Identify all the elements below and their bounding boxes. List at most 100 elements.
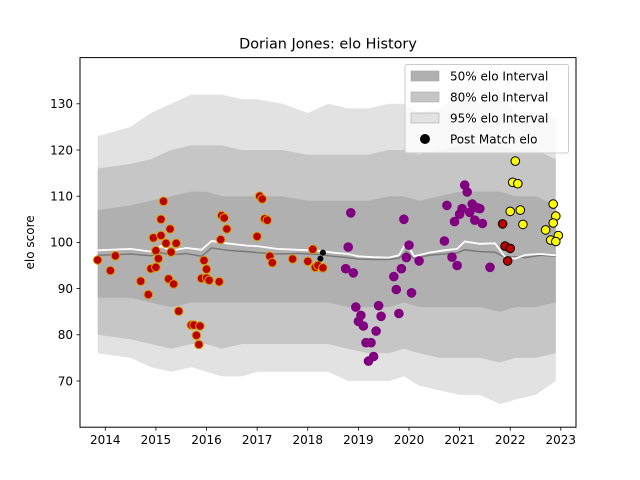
- data-point: [399, 214, 409, 225]
- data-point: [518, 219, 528, 230]
- data-point: [204, 275, 214, 286]
- y-tick-label: 120: [50, 143, 73, 157]
- y-tick-label: 90: [58, 282, 73, 296]
- data-point: [376, 311, 386, 322]
- data-point: [505, 243, 516, 254]
- data-point: [485, 262, 495, 273]
- data-point: [396, 263, 407, 274]
- x-axis: 2014 2015 2016 2017 2018 2019 2020 2021 2022 2023: [90, 427, 576, 447]
- legend-swatch-band: [410, 91, 440, 103]
- data-point: [373, 300, 384, 311]
- y-tick-label: 70: [58, 374, 73, 388]
- data-point: [346, 208, 356, 218]
- data-point: [356, 310, 366, 321]
- data-point: [105, 265, 116, 276]
- data-point: [92, 255, 103, 265]
- x-tick-label: 2015: [141, 433, 172, 447]
- data-point: [194, 339, 204, 350]
- interval-bands: [97, 89, 556, 405]
- data-point: [340, 263, 351, 274]
- data-point: [173, 306, 184, 317]
- data-point: [540, 225, 551, 235]
- data-point: [158, 196, 169, 207]
- mean-line: [97, 247, 556, 261]
- data-point: [366, 337, 376, 348]
- data-point: [548, 199, 559, 209]
- x-tick-label: 2020: [394, 433, 425, 447]
- data-point: [308, 244, 318, 255]
- legend-frame: [404, 64, 569, 154]
- data-point: [191, 330, 202, 341]
- legend-label: 50% elo Interval: [450, 69, 548, 83]
- legend-label: 80% elo Interval: [450, 90, 548, 104]
- data-point: [510, 156, 521, 166]
- data-point: [151, 245, 161, 256]
- data-point: [406, 288, 417, 298]
- data-point: [143, 289, 154, 300]
- data-point: [551, 236, 561, 247]
- data-point: [391, 284, 402, 295]
- y-tick-label: 110: [50, 190, 73, 204]
- data-point: [287, 254, 298, 264]
- data-point: [513, 178, 523, 189]
- x-tick-label: 2016: [191, 433, 222, 447]
- legend: 50% elo Interval 80% elo Interval 95% elo …: [404, 64, 569, 154]
- data-point: [317, 255, 324, 262]
- data-point: [165, 224, 175, 234]
- data-point: [502, 256, 513, 266]
- data-point: [195, 321, 205, 331]
- data-point: [475, 203, 485, 214]
- data-point: [135, 276, 146, 287]
- y-tick-label: 80: [58, 328, 73, 342]
- data-point: [343, 242, 354, 252]
- legend-swatch-band: [410, 70, 440, 82]
- plot-area: [92, 89, 564, 405]
- data-point: [368, 351, 379, 362]
- data-point: [449, 216, 460, 227]
- data-point: [497, 219, 508, 229]
- data-points: [92, 156, 564, 366]
- data-point: [414, 256, 424, 266]
- data-point: [201, 264, 212, 275]
- data-point: [153, 253, 164, 264]
- data-point: [319, 249, 326, 256]
- data-point: [166, 247, 176, 257]
- data-point: [358, 321, 369, 331]
- data-point: [257, 194, 268, 204]
- data-point: [222, 224, 232, 234]
- y-axis-title: elo score: [23, 215, 37, 269]
- data-point: [262, 215, 273, 225]
- x-tick-label: 2023: [546, 433, 577, 447]
- y-tick-label: 100: [50, 236, 73, 250]
- data-point: [462, 187, 473, 197]
- data-point: [156, 230, 166, 241]
- x-tick-label: 2021: [444, 433, 475, 447]
- data-point: [371, 326, 381, 336]
- y-tick-label: 130: [50, 97, 73, 111]
- median-lines: [97, 240, 556, 261]
- legend-label: 95% elo Interval: [450, 111, 548, 125]
- data-point: [161, 238, 171, 249]
- data-point: [267, 257, 278, 268]
- data-point: [348, 268, 359, 278]
- data-point: [199, 255, 209, 266]
- data-point: [394, 308, 404, 319]
- median-line: [97, 240, 556, 260]
- data-point: [515, 205, 526, 215]
- data-point: [351, 302, 361, 312]
- data-point: [168, 279, 179, 289]
- data-point: [219, 213, 229, 223]
- data-point: [477, 218, 488, 229]
- x-tick-label: 2022: [495, 433, 526, 447]
- data-point: [110, 251, 121, 261]
- legend-label: Post Match elo: [450, 132, 537, 146]
- legend-swatch-marker: [420, 134, 430, 144]
- data-point: [442, 200, 452, 211]
- legend-swatch-band: [410, 112, 440, 124]
- data-point: [404, 240, 414, 250]
- data-point: [401, 252, 412, 263]
- data-point: [464, 207, 475, 218]
- data-point: [252, 231, 262, 242]
- data-point: [447, 252, 457, 263]
